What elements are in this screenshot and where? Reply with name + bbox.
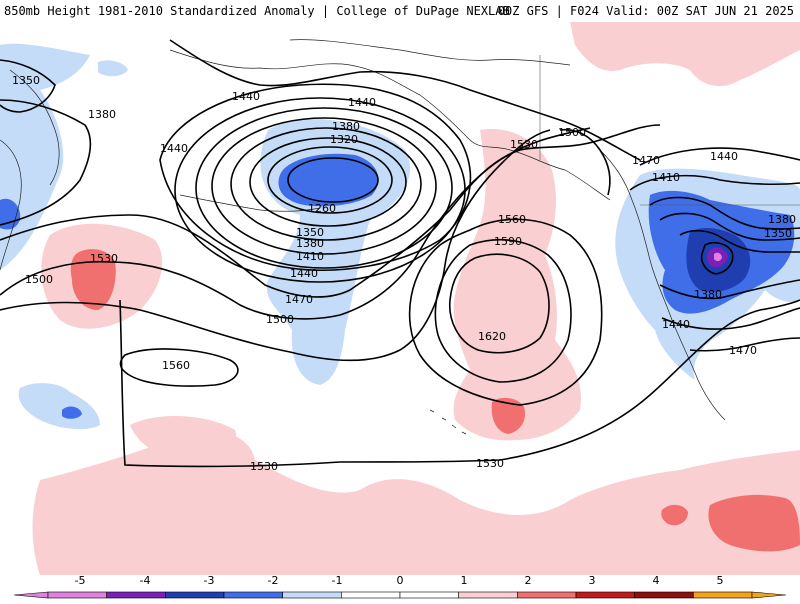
colorbar-tick: -4 (140, 575, 151, 587)
colorbar-tick: 3 (589, 575, 596, 587)
contour-label: 1440 (348, 96, 376, 109)
contour-label: 1530 (510, 138, 538, 151)
contour-label: 1380 (296, 237, 324, 250)
colorbar-segment (693, 592, 752, 598)
contour-label: 1530 (476, 457, 504, 470)
contour-label: 1260 (308, 202, 336, 215)
colorbar-left-arrow (14, 592, 48, 598)
colorbar-segment (459, 592, 518, 598)
colorbar-segment (165, 592, 224, 598)
contour-label: 1500 (25, 273, 53, 286)
contour-label: 1470 (729, 344, 757, 357)
contour-label: 1620 (478, 330, 506, 343)
contour-label: 1380 (332, 120, 360, 133)
colorbar-tick: -5 (75, 575, 86, 587)
contour-label: 1440 (662, 318, 690, 331)
colorbar-tick: 0 (397, 575, 404, 587)
colorbar-segment (576, 592, 635, 598)
colorbar-tick: 5 (717, 575, 724, 587)
contour-label: 1500 (266, 313, 294, 326)
colorbar-tick: -3 (204, 575, 215, 587)
colorbar-tick: -1 (332, 575, 343, 587)
colorbar-segments (14, 592, 786, 598)
model-run-info: 00Z GFS | F024 Valid: 00Z SAT JUN 21 202… (498, 4, 794, 18)
colorbar-tick: 1 (461, 575, 468, 587)
contour-label: 1500 (558, 126, 586, 139)
contour-label: 1380 (768, 213, 796, 226)
colorbar-ticks: -5 -4 -3 -2 -1 0 1 2 3 4 5 (75, 575, 724, 587)
colorbar-segment (400, 592, 459, 598)
contour-label: 1410 (652, 171, 680, 184)
map-header: 850mb Height 1981-2010 Standardized Anom… (0, 0, 800, 22)
anomaly-map: 1350 1380 1440 1440 1440 1380 1320 1260 … (0, 22, 800, 575)
contour-label: 1440 (290, 267, 318, 280)
colorbar-right-arrow (752, 592, 786, 598)
contour-label: 1380 (88, 108, 116, 121)
colorbar-segment (635, 592, 694, 598)
colorbar-tick: -2 (268, 575, 279, 587)
contour-label: 1470 (632, 154, 660, 167)
contour-label: 1350 (764, 227, 792, 240)
colorbar-segment (224, 592, 283, 598)
contour-label: 1530 (90, 252, 118, 265)
contour-label: 1410 (296, 250, 324, 263)
contour-label: 1320 (330, 133, 358, 146)
colorbar-segment (48, 592, 107, 598)
colorbar-segment (283, 592, 342, 598)
contour-label: 1350 (12, 74, 40, 87)
colorbar-tick: 2 (525, 575, 532, 587)
contour-label: 1560 (498, 213, 526, 226)
contour-label: 1470 (285, 293, 313, 306)
contour-label: 1440 (232, 90, 260, 103)
colorbar-segment (341, 592, 400, 598)
contour-label: 1380 (694, 288, 722, 301)
colorbar-segment (107, 592, 166, 598)
contour-label: 1530 (250, 460, 278, 473)
colorbar-segment (517, 592, 576, 598)
map-title: 850mb Height 1981-2010 Standardized Anom… (4, 4, 510, 18)
contour-label: 1440 (160, 142, 188, 155)
contour-label: 1440 (710, 150, 738, 163)
contour-label: 1590 (494, 235, 522, 248)
contour-label: 1560 (162, 359, 190, 372)
colorbar-tick: 4 (653, 575, 660, 587)
colorbar: -5 -4 -3 -2 -1 0 1 2 3 4 5 (0, 575, 800, 600)
